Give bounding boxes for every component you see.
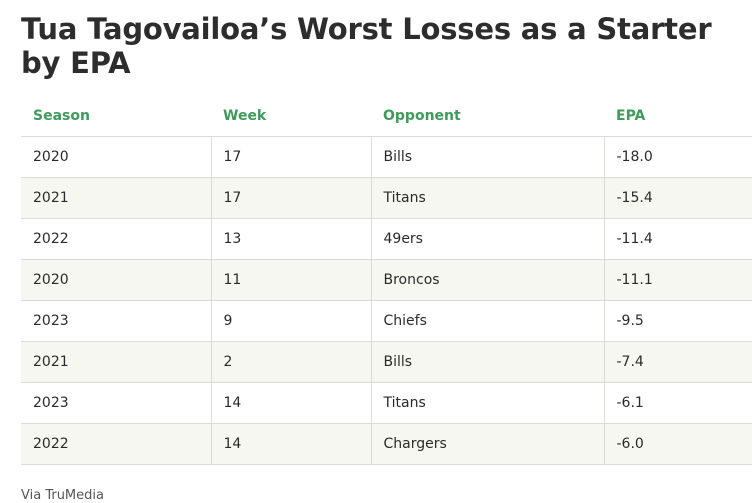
- cell-opponent: Broncos: [370, 259, 604, 301]
- cell-opponent: Chargers: [370, 423, 604, 465]
- header-epa: EPA: [604, 95, 752, 137]
- table-row: 2022 13 49ers -11.4: [21, 218, 752, 260]
- table-row: 2021 17 Titans -15.4: [21, 177, 752, 219]
- table-header-row: Season Week Opponent EPA: [21, 95, 752, 137]
- cell-epa: -9.5: [603, 300, 752, 342]
- cell-opponent: Chiefs: [370, 300, 604, 342]
- cell-week: 17: [210, 177, 371, 219]
- header-opponent: Opponent: [371, 95, 604, 137]
- table-row: 2023 14 Titans -6.1: [21, 382, 752, 424]
- cell-week: 17: [210, 136, 371, 178]
- cell-season: 2022: [21, 218, 211, 260]
- table-row: 2020 11 Broncos -11.1: [21, 259, 752, 301]
- cell-epa: -18.0: [603, 136, 752, 178]
- losses-table: Season Week Opponent EPA 2020 17 Bills -…: [21, 95, 752, 465]
- source-note: Via TruMedia: [21, 488, 104, 503]
- cell-season: 2021: [21, 177, 211, 219]
- cell-epa: -15.4: [603, 177, 752, 219]
- cell-week: 11: [210, 259, 371, 301]
- cell-opponent: Bills: [370, 136, 604, 178]
- cell-week: 14: [210, 382, 371, 424]
- table-row: 2023 9 Chiefs -9.5: [21, 300, 752, 342]
- cell-opponent: 49ers: [370, 218, 604, 260]
- cell-epa: -6.0: [603, 423, 752, 465]
- cell-epa: -6.1: [603, 382, 752, 424]
- cell-season: 2023: [21, 300, 211, 342]
- cell-week: 13: [210, 218, 371, 260]
- cell-week: 14: [210, 423, 371, 465]
- cell-opponent: Bills: [370, 341, 604, 383]
- cell-week: 2: [210, 341, 371, 383]
- cell-opponent: Titans: [370, 382, 604, 424]
- table-row: 2021 2 Bills -7.4: [21, 341, 752, 383]
- header-season: Season: [21, 95, 211, 137]
- cell-season: 2023: [21, 382, 211, 424]
- header-week: Week: [211, 95, 371, 137]
- table-row: 2022 14 Chargers -6.0: [21, 423, 752, 465]
- cell-epa: -11.4: [603, 218, 752, 260]
- cell-season: 2020: [21, 136, 211, 178]
- cell-week: 9: [210, 300, 371, 342]
- page-title: Tua Tagovailoa’s Worst Losses as a Start…: [21, 12, 712, 80]
- cell-epa: -7.4: [603, 341, 752, 383]
- cell-season: 2022: [21, 423, 211, 465]
- cell-season: 2020: [21, 259, 211, 301]
- cell-epa: -11.1: [603, 259, 752, 301]
- table-row: 2020 17 Bills -18.0: [21, 136, 752, 178]
- cell-opponent: Titans: [370, 177, 604, 219]
- cell-season: 2021: [21, 341, 211, 383]
